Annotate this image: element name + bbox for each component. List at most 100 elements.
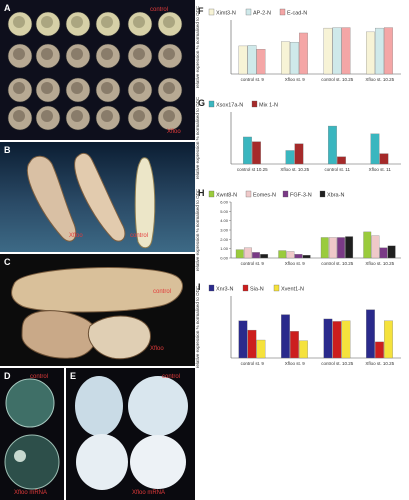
label-xfloo-c: Xfloo <box>150 346 164 352</box>
embryo-spot <box>133 16 145 28</box>
bar <box>328 125 337 165</box>
chart-label-h: H <box>198 188 205 198</box>
embryo-spot <box>13 110 25 122</box>
x-tick-label: Xfloo st. 10.25 <box>280 167 309 172</box>
bar <box>290 41 299 75</box>
bar <box>299 32 308 75</box>
panel-label-c: C <box>4 257 11 267</box>
panel-label-e: E <box>70 371 77 381</box>
legend-swatch <box>245 190 252 198</box>
legend-entry: Xwnt8-N <box>216 193 237 199</box>
panel-c-photo: C control Xfloo <box>0 254 195 366</box>
bar <box>235 249 244 259</box>
label-xfloo-b: Xfloo <box>69 233 83 239</box>
bar <box>323 318 333 359</box>
embryo-spot <box>41 82 53 94</box>
x-tick-label: Xfloo st. 10.25 <box>365 261 394 266</box>
bar <box>294 254 303 259</box>
x-tick-label: Xfloo st. 9 <box>285 77 306 82</box>
embryo-illustration-e <box>75 376 188 490</box>
legend-swatch <box>242 284 249 292</box>
legend-swatch <box>282 190 289 198</box>
legend-entry: E-cad-N <box>287 11 307 17</box>
bar <box>238 45 248 75</box>
legend-entry: FGF-3-N <box>290 193 312 199</box>
bar <box>302 255 311 259</box>
bar <box>278 250 287 259</box>
bar <box>290 331 299 359</box>
legend-swatch <box>208 8 215 16</box>
chart-label-i: I <box>198 282 201 292</box>
x-tick-label: control st. 10.25 <box>321 261 354 266</box>
label-control-b: control <box>130 233 149 239</box>
panel-a-photo: A control Xfloo <box>0 0 195 140</box>
x-tick-label: Xfloo st. 9 <box>285 361 306 366</box>
label-xfloo-mrna-d: Xfloo mRNA <box>14 490 48 496</box>
x-tick-label: control st. 10.25 <box>321 361 354 366</box>
chart-label-g: G <box>198 98 205 108</box>
bar <box>332 321 342 359</box>
legend-entry: Eomes-N <box>253 193 276 199</box>
bar <box>379 247 388 259</box>
bar <box>238 320 248 359</box>
embryo-spot <box>163 16 175 28</box>
chart-f: F Ximt3-N AP-2-N E-cad-N relative expression… <box>195 5 401 88</box>
embryo-spot <box>163 48 175 60</box>
x-tick-label: Xfloo st. 10.25 <box>365 77 394 82</box>
x-tick-label: control st. 9 <box>241 77 265 82</box>
label-xfloo-a: Xfloo <box>167 129 181 135</box>
bar <box>370 133 380 165</box>
bar <box>387 245 396 259</box>
bar <box>256 339 266 359</box>
bar <box>375 341 384 359</box>
label-control-c: control <box>153 289 172 295</box>
bar <box>286 251 295 259</box>
chart-label-f: F <box>198 6 204 16</box>
legend-entry: Ximt3-N <box>216 11 236 17</box>
legend-entry: Mix 1-N <box>259 103 278 109</box>
chart-i: I Xnr3-N Sia-N Xvent1-N relative expression … <box>195 282 401 368</box>
embryo-spot <box>101 16 113 28</box>
legend-swatch <box>245 8 252 16</box>
bar <box>247 45 257 75</box>
tadpole-illustration-b <box>26 152 156 249</box>
legend-swatch <box>319 190 326 198</box>
legend-entry: Xnr3-N <box>216 287 233 293</box>
y-axis-label: relative expression % normalised to ODC <box>195 188 200 271</box>
embryo-spot <box>13 82 25 94</box>
bar <box>341 320 351 359</box>
embryo-spot <box>133 110 145 122</box>
bar <box>363 231 372 259</box>
bar <box>366 309 375 359</box>
embryo-spot <box>101 82 113 94</box>
embryo-spot <box>101 110 113 122</box>
x-tick-label: Xfloo st. 11 <box>369 167 392 172</box>
bar <box>281 41 290 75</box>
bar <box>384 320 393 359</box>
legend-swatch <box>251 100 258 108</box>
bar <box>256 49 266 75</box>
y-tick-label: 3.00 <box>220 228 229 233</box>
legend-swatch <box>208 100 215 108</box>
bar <box>379 153 389 165</box>
label-xfloo-mrna-e: Xfloo mRNA <box>132 490 166 496</box>
bar <box>281 314 290 359</box>
embryo-spot <box>41 48 53 60</box>
legend-entry: Xvent1-N <box>281 287 304 293</box>
x-tick-label: control st. 9 <box>241 261 265 266</box>
embryo-spot <box>71 16 83 28</box>
panel-e-photo: E control Xfloo mRNA <box>66 368 195 500</box>
bar <box>260 254 269 259</box>
embryo-spot <box>163 82 175 94</box>
embryo-spot <box>133 48 145 60</box>
bar <box>366 31 375 75</box>
embryo-grid <box>7 11 183 131</box>
bar <box>323 27 333 75</box>
bar <box>243 136 252 165</box>
y-tick-label: 0.00 <box>220 256 229 261</box>
bar <box>294 143 304 165</box>
bar <box>341 27 351 75</box>
y-axis-label: relative expression % normalised to ODC <box>195 96 200 179</box>
legend-swatch <box>208 190 215 198</box>
embryo-spot <box>13 16 25 28</box>
